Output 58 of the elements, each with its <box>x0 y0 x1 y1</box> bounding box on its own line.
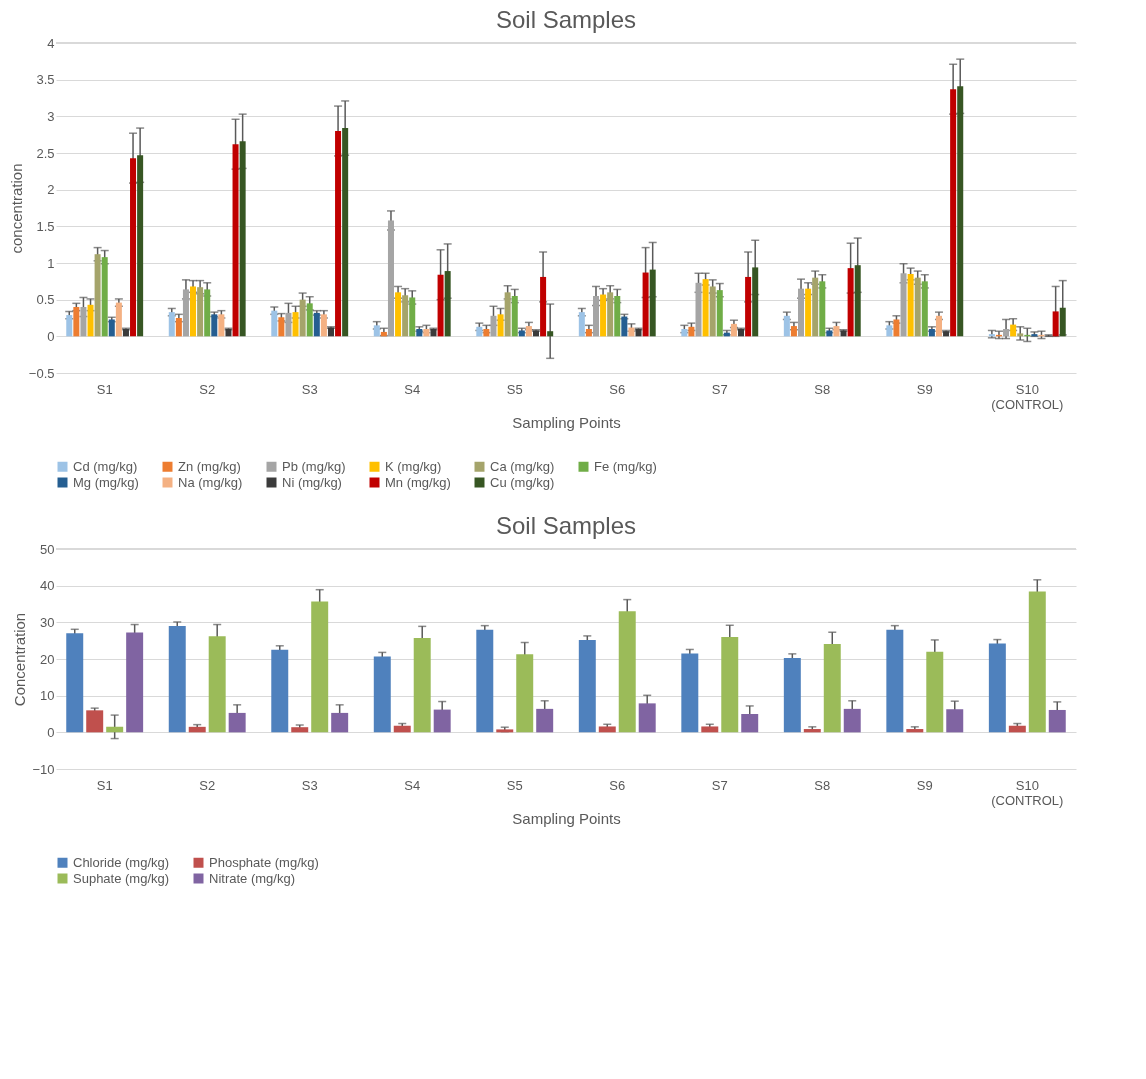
x-tick-label: S7 <box>711 381 728 397</box>
y-tick-label: 30 <box>40 614 55 630</box>
y-tick-label: 1.5 <box>36 218 55 234</box>
y-tick-label: 10 <box>40 688 55 704</box>
legend-label: Phosphate (mg/kg) <box>209 854 319 870</box>
x-tick-label: S6 <box>609 381 626 397</box>
legend-label: Ca (mg/kg) <box>490 458 555 474</box>
legend-label: Ni (mg/kg) <box>282 474 342 490</box>
x-axis-title: Sampling Points <box>512 413 621 431</box>
x-tick-label: S7 <box>711 777 728 793</box>
y-tick-label: 0.5 <box>36 292 55 308</box>
legend-label: K (mg/kg) <box>385 458 442 474</box>
y-tick-label: −0.5 <box>28 365 55 381</box>
x-tick-label: S1 <box>96 381 113 397</box>
y-tick-label: 0 <box>47 328 55 344</box>
y-tick-label: 0 <box>47 724 55 740</box>
legend-label: Fe (mg/kg) <box>594 458 657 474</box>
x-tick-label: S9 <box>916 777 933 793</box>
y-tick-label: 3.5 <box>36 72 55 88</box>
y-tick-label: 50 <box>40 541 55 557</box>
y-tick-label: 3 <box>47 108 55 124</box>
x-axis-title: Sampling Points <box>512 809 621 827</box>
legend-label: Cd (mg/kg) <box>73 458 138 474</box>
legend-label: Cu (mg/kg) <box>490 474 555 490</box>
x-tick-label: S8 <box>814 777 831 793</box>
y-tick-label: 4 <box>47 35 55 51</box>
x-tick-label: S10 (CONTROL) <box>991 777 1064 808</box>
x-tick-label: S2 <box>199 777 216 793</box>
x-tick-label: S4 <box>404 381 421 397</box>
x-tick-label: S4 <box>404 777 421 793</box>
y-axis-title: Concentration <box>11 612 29 707</box>
x-tick-label: S3 <box>301 381 318 397</box>
legend-label: Pb (mg/kg) <box>282 458 346 474</box>
y-tick-label: 1 <box>47 255 55 271</box>
x-tick-label: S8 <box>814 381 831 397</box>
legend-label: Na (mg/kg) <box>178 474 243 490</box>
x-tick-label: S10 (CONTROL) <box>991 381 1064 412</box>
y-tick-label: 2 <box>47 182 55 198</box>
legend-label: Suphate (mg/kg) <box>73 870 170 886</box>
legend-label: Nitrate (mg/kg) <box>209 870 295 886</box>
x-tick-label: S5 <box>506 381 523 397</box>
x-tick-label: S3 <box>301 777 318 793</box>
legend-label: Chloride (mg/kg) <box>73 854 170 870</box>
legend-label: Zn (mg/kg) <box>178 458 241 474</box>
chart-title: Soil Samples <box>495 512 637 539</box>
x-tick-label: S1 <box>96 777 113 793</box>
y-tick-label: 20 <box>40 651 55 667</box>
y-tick-label: 2.5 <box>36 145 55 161</box>
y-axis-title: concentration <box>7 163 25 254</box>
x-tick-label: S5 <box>506 777 523 793</box>
y-tick-label: 40 <box>40 578 55 594</box>
y-tick-label: −10 <box>32 761 55 777</box>
legend-label: Mg (mg/kg) <box>73 474 139 490</box>
x-tick-label: S6 <box>609 777 626 793</box>
legend-label: Mn (mg/kg) <box>385 474 451 490</box>
x-tick-label: S9 <box>916 381 933 397</box>
chart-title: Soil Samples <box>495 6 637 33</box>
x-tick-label: S2 <box>199 381 216 397</box>
